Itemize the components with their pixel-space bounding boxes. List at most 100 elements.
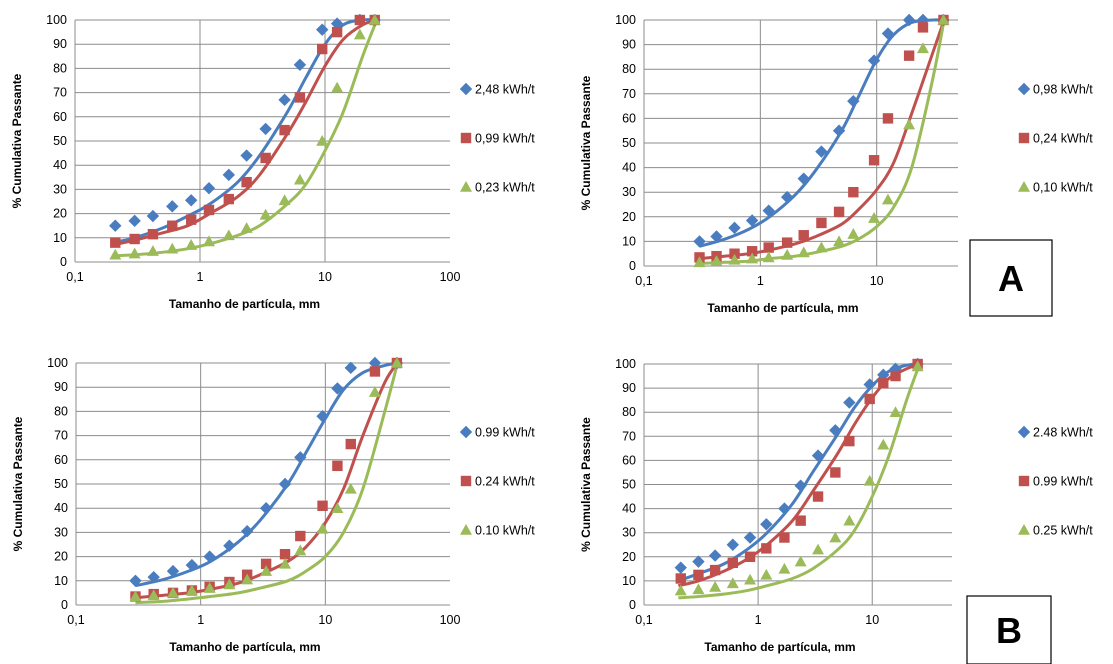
data-point-square <box>317 43 328 55</box>
data-point-square <box>147 228 159 240</box>
data-point-square <box>203 204 215 216</box>
data-point-triangle <box>692 583 705 595</box>
data-point-triangle <box>260 565 273 576</box>
panel-label: B <box>996 610 1022 651</box>
legend-marker-triangle <box>460 181 472 192</box>
y-tick-label: 50 <box>54 477 68 491</box>
data-point-triangle <box>762 251 775 263</box>
x-tick-label: 10 <box>870 274 884 288</box>
data-point-square <box>763 242 774 253</box>
data-point-triangle <box>815 241 828 253</box>
fit-curve-diamond <box>112 18 377 245</box>
y-tick-label: 20 <box>622 550 636 564</box>
y-tick-label: 100 <box>46 13 67 27</box>
data-point-triangle <box>316 135 329 146</box>
y-tick-label: 0 <box>629 259 636 273</box>
data-point-triangle <box>728 253 741 265</box>
legend-label: 0.24 kWh/t <box>475 475 535 489</box>
data-point-diamond <box>316 23 329 36</box>
data-point-square <box>882 113 894 124</box>
data-point-triangle <box>710 255 723 266</box>
x-axis-title: Tamanho de partícula, mm <box>169 640 320 654</box>
data-point-diamond <box>344 361 357 375</box>
y-tick-label: 80 <box>53 61 67 75</box>
data-point-diamond <box>166 200 179 213</box>
data-point-diamond <box>728 221 741 235</box>
y-tick-label: 30 <box>54 525 68 539</box>
data-point-diamond <box>692 555 705 568</box>
data-point-triangle <box>863 474 876 486</box>
legend-marker-triangle <box>1018 524 1030 535</box>
chart-panel-4: 0 10 20 30 40 50 60 70 80 90 100 0,1 1 10 Tamanho de p… <box>579 357 1093 664</box>
data-point-triangle <box>843 514 856 526</box>
data-point-triangle <box>241 573 254 585</box>
legend-marker-square <box>1018 132 1030 144</box>
y-tick-label: 70 <box>54 429 68 443</box>
data-point-square <box>798 230 809 241</box>
data-point-triangle <box>847 228 860 239</box>
legend-marker-diamond <box>459 425 473 439</box>
data-point-triangle <box>353 28 366 40</box>
y-tick-label: 90 <box>54 380 68 394</box>
data-point-diamond <box>294 451 307 464</box>
y-tick-label: 0 <box>60 255 67 269</box>
data-point-square <box>833 206 845 218</box>
data-point-square <box>295 530 306 542</box>
y-tick-label: 70 <box>622 87 636 101</box>
data-point-diamond <box>147 570 160 584</box>
data-point-square <box>746 246 758 257</box>
x-tick-label: 100 <box>440 613 461 627</box>
y-tick-label: 10 <box>54 574 68 588</box>
y-tick-label: 100 <box>47 356 68 370</box>
fit-curve-triangle <box>135 362 400 605</box>
y-tick-label: 50 <box>622 136 636 150</box>
data-point-diamond <box>166 564 180 578</box>
data-point-triangle <box>877 438 890 450</box>
data-point-diamond <box>843 396 856 409</box>
data-point-square <box>675 573 686 584</box>
data-point-triangle <box>202 235 215 247</box>
data-point-diamond <box>240 149 253 162</box>
data-point-square <box>260 152 271 164</box>
data-point-diamond <box>202 181 216 195</box>
data-point-square <box>816 217 827 229</box>
data-point-triangle <box>829 531 842 543</box>
y-tick-label: 60 <box>54 453 68 467</box>
data-point-triangle <box>259 208 272 220</box>
data-point-triangle <box>881 193 894 205</box>
data-point-diamond <box>184 194 198 207</box>
data-point-square <box>331 26 343 38</box>
data-point-triangle <box>812 543 825 555</box>
data-point-triangle <box>167 586 180 598</box>
legend-marker-diamond <box>1017 82 1031 96</box>
data-point-diamond <box>129 574 142 587</box>
y-tick-label: 20 <box>622 210 636 224</box>
data-point-triangle <box>278 194 291 206</box>
data-point-diamond <box>330 17 344 30</box>
data-point-square <box>241 176 252 188</box>
data-point-diamond <box>743 531 757 544</box>
data-point-diamond <box>185 558 199 572</box>
data-point-triangle <box>294 544 307 556</box>
y-tick-label: 90 <box>622 381 636 395</box>
data-point-diamond <box>708 549 722 562</box>
data-point-square <box>761 543 772 554</box>
data-point-diamond <box>368 356 382 370</box>
legend-marker-triangle <box>1018 181 1030 192</box>
data-point-diamond <box>916 13 930 27</box>
data-point-triangle <box>240 222 253 233</box>
data-point-square <box>878 378 889 389</box>
data-point-diamond <box>259 502 273 515</box>
legend-label: 0.99 kWh/t <box>475 426 535 440</box>
data-point-triangle <box>390 357 403 368</box>
data-point-diamond <box>760 518 773 531</box>
y-tick-label: 80 <box>622 405 636 419</box>
data-point-diamond <box>710 230 723 243</box>
data-point-square <box>779 532 790 543</box>
y-tick-label: 30 <box>622 526 636 540</box>
legend-label: 0,10 kWh/t <box>1033 181 1093 195</box>
legend-marker-square <box>1018 475 1030 487</box>
data-point-triangle <box>937 14 950 25</box>
legend-marker-diamond <box>1017 425 1031 439</box>
data-point-square <box>727 557 739 569</box>
